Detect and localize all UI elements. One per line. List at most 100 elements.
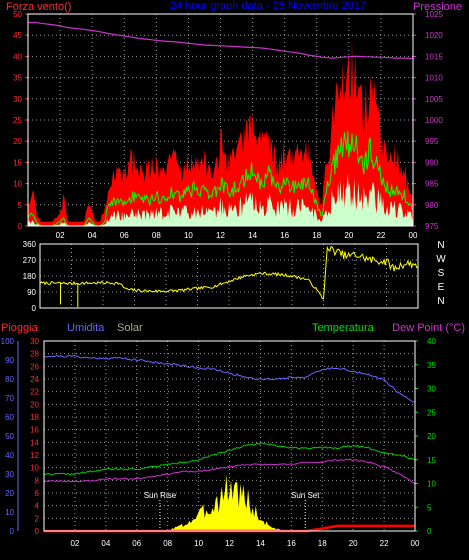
pressure-axis-label: Pressione: [413, 1, 462, 13]
temperature-series-line: [44, 442, 416, 476]
rain-tick-label: 22: [30, 388, 39, 397]
pressure-tick-label: 1015: [425, 52, 443, 61]
direction-series-line: [39, 245, 418, 300]
temperature-tick-label: 30: [427, 385, 436, 394]
rain-tick-label: 6: [35, 489, 40, 498]
rain-tick-label: 24: [30, 375, 39, 384]
sunrise-label: Sun Rise: [144, 491, 177, 500]
humidity-tick-label: 20: [5, 489, 14, 498]
hour-tick-label-top: 12: [216, 231, 225, 240]
hour-tick-label-bottom: 12: [225, 539, 234, 548]
humidity-tick-label: 40: [5, 451, 14, 460]
hour-tick-label-bottom: 08: [163, 539, 172, 548]
wind-tick-label: 0: [18, 222, 23, 231]
rain-tick-label: 2: [35, 514, 40, 523]
humidity-tick-label: 60: [5, 413, 14, 422]
humidity-axis-label: Umidita: [67, 322, 105, 334]
humidity-tick-label: 30: [5, 470, 14, 479]
rain-tick-label: 18: [30, 413, 39, 422]
rain-tick-label: 26: [30, 362, 39, 371]
humidity-series-line: [43, 354, 416, 403]
temperature-tick-label: 40: [427, 337, 436, 346]
wind-tick-label: 50: [13, 10, 22, 19]
rain-tick-label: 4: [35, 502, 40, 511]
temperature-axis-label: Temperatura: [312, 322, 375, 334]
humidity-tick-label: 80: [5, 375, 14, 384]
hour-tick-label-top: 08: [152, 231, 161, 240]
hour-tick-label-top: 02: [56, 231, 65, 240]
hour-tick-label-top: 04: [88, 231, 97, 240]
dewpoint-series-line: [43, 458, 416, 485]
wind-panel: 0510152025303540455097598098599099510001…: [13, 10, 443, 231]
temperature-tick-label: 20: [427, 432, 436, 441]
pressure-tick-label: 1025: [425, 10, 443, 19]
hour-tick-label-bottom: 10: [194, 539, 203, 548]
wind-tick-label: 20: [13, 137, 22, 146]
humidity-tick-label: 50: [5, 432, 14, 441]
climate-panel-frame: [43, 340, 416, 532]
compass-label: S: [438, 268, 445, 279]
hour-tick-label-bottom: 02: [70, 539, 79, 548]
humidity-tick-label: 90: [5, 356, 14, 365]
wind-tick-label: 40: [13, 52, 22, 61]
chart-title: 24 hour graph data - 25 Novembre 2017: [170, 0, 366, 12]
hour-tick-label-bottom: 16: [287, 539, 296, 548]
pressure-tick-label: 975: [425, 222, 439, 231]
hour-tick-label-top: 20: [344, 231, 353, 240]
compass-label: N: [437, 296, 444, 307]
rain-tick-label: 8: [35, 476, 40, 485]
hour-tick-label-bottom: 14: [256, 539, 265, 548]
humidity-tick-label: 70: [5, 394, 14, 403]
pressure-tick-label: 980: [425, 201, 439, 210]
hour-tick-label-top: 00: [409, 231, 418, 240]
temperature-tick-label: 10: [427, 480, 436, 489]
direction-tick-label: 180: [23, 272, 37, 281]
rain-tick-label: 0: [35, 527, 40, 536]
direction-tick-label: 360: [23, 240, 37, 249]
average-wind-line: [27, 130, 414, 227]
hour-tick-label-bottom: 20: [349, 539, 358, 548]
rain-axis-label: Pioggia: [1, 322, 39, 334]
wind-axis-label: Forza vento(): [6, 1, 71, 13]
pressure-tick-label: 1020: [425, 31, 443, 40]
rain-tick-label: 12: [30, 451, 39, 460]
rain-tick-label: 28: [30, 350, 39, 359]
direction-tick-label: 90: [27, 288, 36, 297]
hour-tick-label-bottom: 04: [101, 539, 110, 548]
direction-tick-label: 270: [23, 256, 37, 265]
humidity-tick-label: 0: [10, 527, 15, 536]
hour-tick-label-bottom: 00: [411, 539, 420, 548]
compass-label: E: [438, 282, 445, 293]
hour-tick-label-top: 18: [312, 231, 321, 240]
hour-axis: 02 02 04 04 06 06 08 08 10 10 12 12 14 14 16 16 18 18 20 20…: [56, 231, 420, 548]
rain-tick-label: 10: [30, 464, 39, 473]
temperature-tick-label: 25: [427, 408, 436, 417]
wind-tick-label: 35: [13, 74, 22, 83]
wind-base-area: [28, 173, 413, 226]
wind-tick-label: 15: [13, 158, 22, 167]
wind-tick-label: 5: [18, 201, 23, 210]
solar-axis-label: Solar: [117, 322, 143, 334]
rain-tick-label: 30: [30, 337, 39, 346]
hour-tick-label-top: 22: [376, 231, 385, 240]
hour-tick-label-top: 16: [280, 231, 289, 240]
wind-panel-frame: [27, 13, 414, 227]
compass-label: W: [436, 254, 446, 265]
pressure-tick-label: 990: [425, 158, 439, 167]
temperature-tick-label: 5: [427, 503, 432, 512]
temperature-tick-label: 35: [427, 361, 436, 370]
hour-tick-label-top: 14: [248, 231, 257, 240]
temperature-tick-label: 15: [427, 456, 436, 465]
rain-tick-label: 16: [30, 426, 39, 435]
wind-tick-label: 45: [13, 31, 22, 40]
humidity-tick-label: 10: [5, 508, 14, 517]
wind-tick-label: 10: [13, 180, 22, 189]
pressure-tick-label: 1005: [425, 95, 443, 104]
rain-tick-label: 20: [30, 400, 39, 409]
pressure-series-line: [28, 21, 414, 60]
direction-panel-frame: [39, 243, 419, 309]
